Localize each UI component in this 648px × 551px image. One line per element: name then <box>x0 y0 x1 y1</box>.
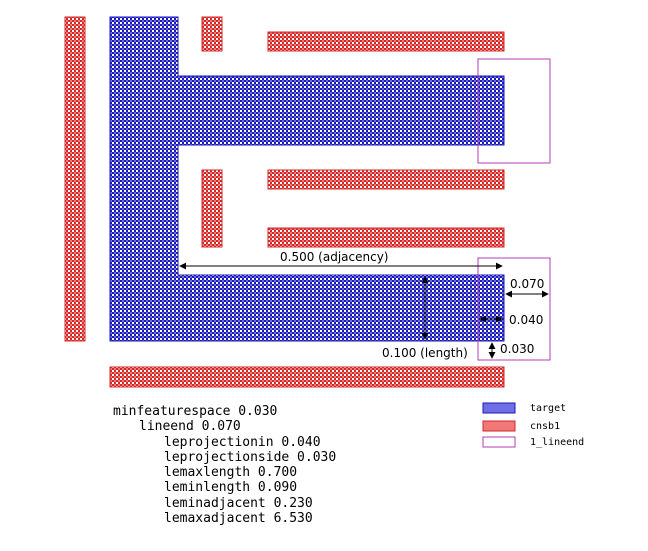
length-label: 0.100 (length) <box>382 346 468 360</box>
rule-line-lemaxlength: lemaxlength 0.700 <box>164 465 297 480</box>
cnsb1-shape-top-bar <box>267 31 505 52</box>
legend-label-target: target <box>530 403 566 414</box>
rule-line-minfeaturespace: minfeaturespace 0.030 <box>113 404 277 419</box>
legend-swatch-cnsb1 <box>482 420 516 432</box>
projection-in-label: 0.040 <box>509 313 543 327</box>
cnsb1-shape-mid-bar-2 <box>267 227 505 248</box>
cnsb1-shape-mid-bar-1 <box>267 169 505 190</box>
rule-line-leminadjacent: leminadjacent 0.230 <box>164 496 313 511</box>
lineend-box-top <box>477 58 551 164</box>
rule-line-leprojectionin: leprojectionin 0.040 <box>164 435 321 450</box>
legend-swatch-lineend <box>482 436 516 448</box>
target-shape <box>109 16 505 342</box>
cnsb1-shape-left-bar <box>64 16 86 342</box>
cnsb1-shape-mid-stub <box>201 169 223 248</box>
rule-line-leminlength: leminlength 0.090 <box>164 480 297 495</box>
legend-label-lineend: 1_lineend <box>530 437 584 448</box>
legend-swatch-target <box>482 402 516 414</box>
rule-line-leprojectionside: leprojectionside 0.030 <box>164 450 336 465</box>
lineend-box-bottom <box>477 257 551 361</box>
rule-line-lemaxadjacent: lemaxadjacent 6.530 <box>164 511 313 526</box>
legend: target cnsb1 1_lineend <box>482 402 584 448</box>
lineend-width-label: 0.070 <box>510 277 544 291</box>
projection-side-label: 0.030 <box>500 342 534 356</box>
cnsb1-shape-top-stub <box>201 16 223 52</box>
legend-label-cnsb1: cnsb1 <box>530 421 560 432</box>
adjacency-label: 0.500 (adjacency) <box>280 250 388 264</box>
cnsb1-shape-bottom-bar <box>109 366 505 388</box>
rule-line-lineend: lineend 0.070 <box>139 419 241 434</box>
